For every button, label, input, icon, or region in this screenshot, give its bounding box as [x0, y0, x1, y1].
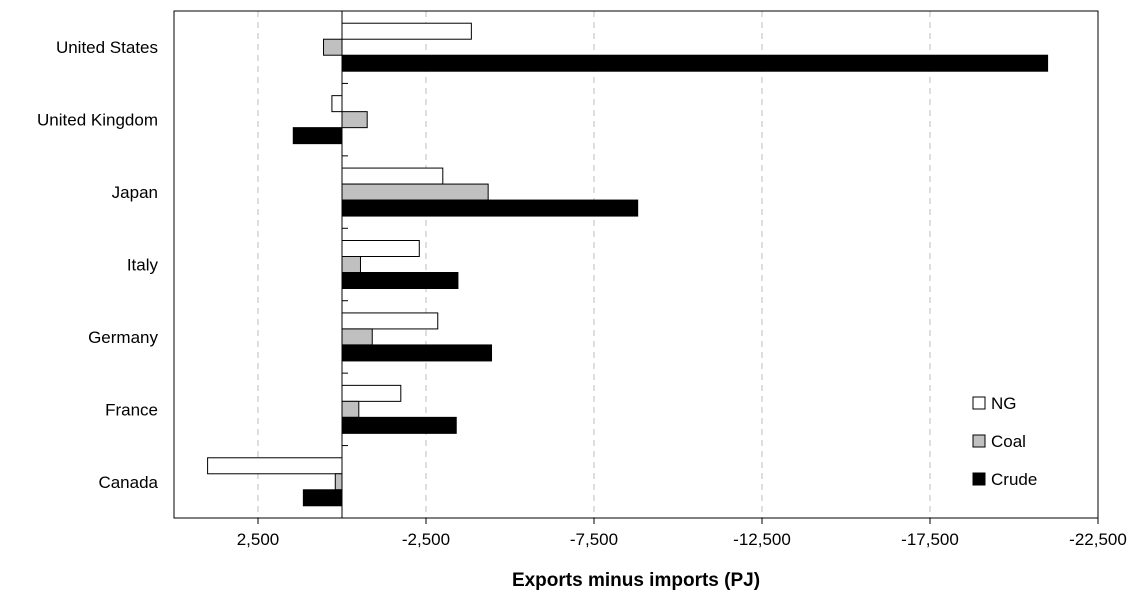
bar-ng [331, 95, 343, 113]
legend-label: Coal [991, 432, 1026, 451]
category-label: Japan [112, 183, 158, 202]
bar-coal [341, 400, 360, 418]
bar-crude [341, 416, 457, 434]
category-ticks [342, 10, 348, 519]
bar-ng [341, 22, 472, 40]
x-tick-label: -22,500 [1069, 530, 1127, 549]
x-axis-title: Exports minus imports (PJ) [512, 570, 760, 591]
legend-label: Crude [991, 470, 1037, 489]
x-tick-label: -7,500 [570, 530, 618, 549]
x-tick-label: 2,500 [237, 530, 280, 549]
category-label: Germany [88, 328, 158, 347]
legend-swatch [972, 396, 986, 410]
category-label: Canada [98, 473, 158, 492]
bar-coal [341, 111, 368, 129]
bar-coal [323, 38, 343, 56]
x-tick-label: -12,500 [733, 530, 791, 549]
bar-ng [341, 167, 444, 185]
legend: NG Coal Crude [972, 394, 1037, 489]
category-label: United States [56, 38, 158, 57]
bar-crude [341, 272, 459, 289]
bar-crude [341, 344, 493, 362]
x-tick-labels: 2,500 -2,500 -7,500 -12,500 -17,500 -22,500 [237, 518, 1127, 549]
grid-lines [257, 11, 1099, 518]
bar-coal [341, 328, 373, 346]
bar-crude [302, 489, 343, 507]
bar-ng [341, 240, 420, 257]
plot-area [173, 10, 1099, 519]
bar-coal [341, 183, 489, 201]
category-label: France [105, 400, 158, 419]
x-tick-label: -17,500 [901, 530, 959, 549]
legend-swatch [972, 434, 986, 448]
bars [207, 22, 1049, 507]
category-labels: United States United Kingdom Japan Italy Ger… [37, 38, 159, 492]
bar-coal [334, 473, 343, 491]
legend-swatch [972, 472, 986, 486]
category-label: Italy [127, 256, 159, 275]
bar-crude [341, 54, 1049, 72]
bar-crude [341, 199, 639, 217]
legend-label: NG [991, 394, 1017, 413]
x-tick-label: -2,500 [402, 530, 450, 549]
bar-ng [341, 384, 402, 402]
bar-ng [207, 457, 343, 475]
bar-coal [341, 256, 361, 273]
category-label: United Kingdom [37, 111, 158, 130]
bar-ng [341, 312, 439, 330]
bar-crude [292, 127, 343, 145]
